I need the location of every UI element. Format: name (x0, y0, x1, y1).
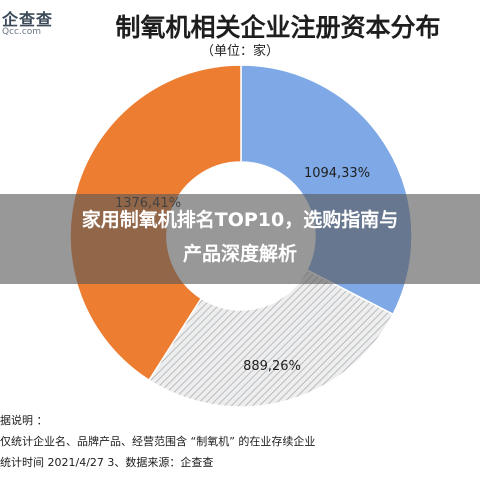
qcc-logo: 企查查 Qcc.com (2, 6, 76, 42)
banner-line-1: 家用制氧机排名TOP10，选购指南与 (81, 209, 399, 231)
banner-headline[interactable]: 家用制氧机排名TOP10，选购指南与 产品深度解析 (20, 203, 460, 271)
data-notes: 据说明 ： 仅统计企业名、品牌产品、经营范围含 “制氧机” 的在业存续企业 统计… (0, 410, 480, 473)
chart-title: 制氧机相关企业注册资本分布 (115, 13, 441, 42)
logo-url: Qcc.com (2, 27, 42, 37)
notes-line-2: 统计时间 2021/4/27 3、数据来源：企查查 (0, 456, 214, 469)
chart-unit: （单位：家） (200, 44, 279, 59)
article-banner[interactable]: 家用制氧机排名TOP10，选购指南与 产品深度解析 (0, 194, 480, 284)
notes-heading: 据说明 ： (0, 414, 48, 427)
banner-line-2: 产品深度解析 (182, 243, 297, 265)
slice-label: 1094,33% (304, 166, 370, 181)
slice-label: 889,26% (243, 359, 301, 374)
slice-889 (148, 268, 395, 408)
logo-text: 企查查 (2, 10, 54, 29)
notes-line-1: 仅统计企业名、品牌产品、经营范围含 “制氧机” 的在业存续企业 (0, 435, 316, 448)
